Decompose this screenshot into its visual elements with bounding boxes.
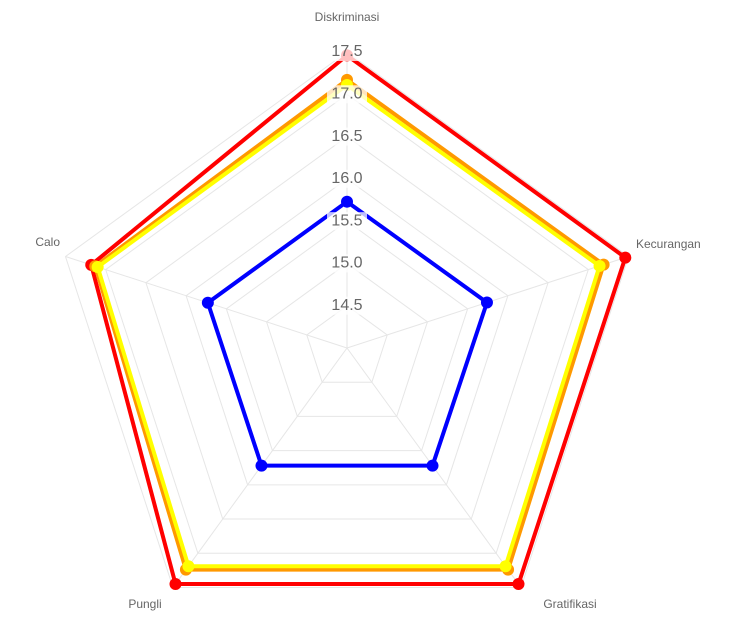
tick-label: 15.5 (331, 212, 362, 229)
grid-ring (185, 178, 509, 486)
series-line (95, 82, 602, 569)
tick-label: 17.0 (331, 86, 362, 103)
tick-label: 16.0 (331, 170, 362, 187)
grid-ring (265, 262, 429, 417)
axis-label: Kecurangan (636, 237, 701, 251)
series-line (89, 53, 628, 587)
series-line (93, 77, 606, 572)
tick-label-bg (327, 296, 367, 315)
grid-ring (225, 220, 469, 452)
tick-label-bg (327, 212, 367, 231)
tick-label-bg (327, 127, 367, 146)
point (91, 260, 104, 273)
point (499, 560, 512, 573)
point (182, 560, 195, 573)
point (201, 296, 214, 309)
grid-ring (145, 135, 549, 520)
grid-ring (105, 93, 589, 554)
point (512, 578, 525, 591)
axis-label: Gratifikasi (543, 597, 596, 611)
point (426, 459, 439, 472)
tick-label-bg (327, 85, 367, 104)
point (593, 259, 606, 272)
tick-label: 16.5 (331, 128, 362, 145)
point (255, 459, 268, 472)
tick-label: 15.0 (331, 255, 362, 272)
tick-label-bg (327, 254, 367, 273)
tick-label: 14.5 (331, 297, 362, 314)
series-line (205, 199, 489, 468)
grid-ring (306, 305, 388, 383)
point (169, 578, 182, 591)
axis-label: Calo (35, 235, 60, 249)
grid-ring (64, 51, 630, 588)
tick-label-bg (327, 169, 367, 188)
point (619, 251, 632, 264)
point (480, 296, 493, 309)
point (341, 195, 353, 208)
axis-label: Diskriminasi (315, 10, 380, 24)
axis-label: Pungli (128, 597, 161, 611)
tick-label-bg (327, 43, 367, 61)
tick-label: 17.5 (331, 43, 362, 60)
